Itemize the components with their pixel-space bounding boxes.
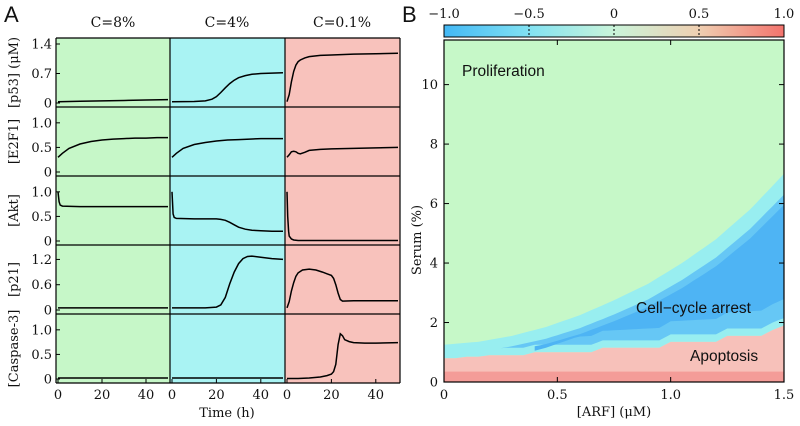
y-tick-label: 0.6 xyxy=(31,278,52,293)
b-y-tick-label: 4 xyxy=(430,257,438,272)
x-tick-label: 20 xyxy=(323,388,340,403)
y-tick-label: 0.5 xyxy=(31,210,52,225)
region-label-cell-cycle-arrest: Cell−cycle arrest xyxy=(636,300,752,317)
x-tick-label: 40 xyxy=(138,388,155,403)
b-y-tick-label: 2 xyxy=(430,316,438,331)
x-tick-label: 20 xyxy=(94,388,111,403)
cell-bg-r0-c0 xyxy=(56,38,170,107)
colorbar-tick-label: −1.0 xyxy=(428,7,460,22)
x-tick-label: 40 xyxy=(368,388,385,403)
b-x-tick-label: 0.5 xyxy=(547,388,568,403)
y-tick-label: 0 xyxy=(44,97,52,112)
cell-bg-r1-c2 xyxy=(285,107,400,176)
row-y-label-2: [Akt] xyxy=(7,194,22,227)
colorbar: −1.0 −0.5 0 0.5 1.0 xyxy=(428,7,795,38)
cell-bg-r2-c0 xyxy=(56,176,170,245)
row-y-label-4: [Caspase-3] xyxy=(7,310,22,388)
colorbar-tick-label: 1.0 xyxy=(774,7,795,22)
x-tick-label: 20 xyxy=(208,388,225,403)
y-tick-label: 0 xyxy=(44,304,52,319)
y-tick-label: 0 xyxy=(44,166,52,181)
series-line-r3-c1 xyxy=(172,255,284,309)
series-line-r2-c1 xyxy=(171,191,283,232)
region-arrest-core xyxy=(534,204,784,351)
cell-bg-r3-c0 xyxy=(56,245,170,314)
y-tick-label: 1.2 xyxy=(31,253,52,268)
cell-bg-r0-c1 xyxy=(170,38,285,107)
panel-b-y-axis-label: Serum (%) xyxy=(410,205,425,275)
cell-bg-r2-c1 xyxy=(170,176,285,245)
region-label-proliferation: Proliferation xyxy=(462,63,545,80)
cell-bg-r0-c2 xyxy=(285,38,400,107)
colorbar-tick-label: 0 xyxy=(610,7,618,22)
y-tick-label: 1.4 xyxy=(31,38,52,53)
panel-a-label: A xyxy=(4,2,19,27)
region-apoptosis xyxy=(444,325,784,382)
x-tick-label: 0 xyxy=(283,388,291,403)
series-line-r0-c1 xyxy=(171,71,284,103)
column-title-2: C=4% xyxy=(205,15,250,31)
y-tick-label: 1.0 xyxy=(31,185,52,200)
colorbar-tick-label: 0.5 xyxy=(689,7,710,22)
panel-b-x-axis-label: [ARF] (μM) xyxy=(577,405,651,420)
row-y-label-0: [p53] (μM) xyxy=(7,37,22,108)
b-x-tick-label: 1.5 xyxy=(774,388,795,403)
series-line-r4-c2 xyxy=(287,332,399,380)
cell-bg-r2-c2 xyxy=(285,176,400,245)
cell-bg-r4-c2 xyxy=(285,314,400,383)
x-tick-label: 0 xyxy=(168,388,176,403)
series-line-r2-c2 xyxy=(286,191,398,242)
colorbar-tick-label: −0.5 xyxy=(513,7,545,22)
series-line-r1-c0 xyxy=(57,136,168,158)
b-x-tick-label: 0 xyxy=(440,388,448,403)
y-tick-label: 1.0 xyxy=(31,116,52,131)
y-tick-label: 0 xyxy=(44,235,52,250)
b-x-tick-label: 1.0 xyxy=(660,388,681,403)
region-apoptosis-floor xyxy=(444,371,784,382)
column-title-1: C=8% xyxy=(91,15,136,31)
series-line-r0-c0 xyxy=(57,98,169,103)
row-y-label-1: [E2F1] xyxy=(7,119,22,164)
b-y-tick-label: 8 xyxy=(430,138,438,153)
row-y-label-3: [p21] xyxy=(7,262,22,297)
column-title-3: C=0.1% xyxy=(313,15,371,31)
y-tick-label: 0 xyxy=(44,373,52,388)
cell-bg-r1-c1 xyxy=(170,107,285,176)
series-line-r3-c2 xyxy=(286,268,398,309)
b-y-tick-label: 10 xyxy=(421,78,438,93)
cell-bg-r3-c1 xyxy=(170,245,285,314)
panel-b-label: B xyxy=(402,2,417,27)
x-tick-label: 40 xyxy=(253,388,270,403)
cell-bg-r4-c0 xyxy=(56,314,170,383)
y-tick-label: 0.7 xyxy=(31,67,52,82)
cell-bg-r4-c1 xyxy=(170,314,285,383)
series-line-r1-c2 xyxy=(286,146,399,158)
y-tick-label: 0.5 xyxy=(31,348,52,363)
panel-b-heatmap: 0 2 4 6 8 10 0 0.5 1.0 1.5 xyxy=(421,39,795,403)
x-tick-label: 0 xyxy=(54,388,62,403)
panel-a-grid: 0 0.7 1.4 [p53] (μM) 0 0.5 1.0 [E2F1] 0 0.5 1.0 [Ak… xyxy=(7,37,401,403)
cell-bg-r3-c2 xyxy=(285,245,400,314)
cell-bg-r1-c0 xyxy=(56,107,170,176)
panel-a-x-axis-label: Time (h) xyxy=(199,406,255,421)
panel-b-frame xyxy=(443,39,785,383)
series-line-r2-c0 xyxy=(57,191,168,208)
series-line-r1-c1 xyxy=(171,137,283,158)
y-tick-label: 0.5 xyxy=(31,141,52,156)
b-y-tick-label: 6 xyxy=(430,197,438,212)
series-line-r0-c2 xyxy=(286,52,399,102)
b-y-tick-label: 0 xyxy=(430,376,438,391)
y-tick-label: 1.0 xyxy=(31,323,52,338)
region-label-apoptosis: Apoptosis xyxy=(690,348,758,365)
